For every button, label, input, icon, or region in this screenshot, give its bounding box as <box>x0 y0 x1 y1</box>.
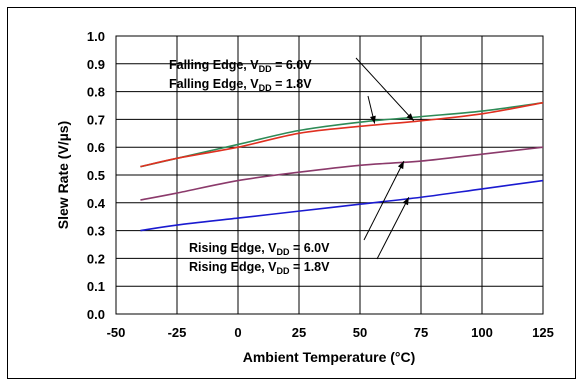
y-tick-label: 0.4 <box>87 196 106 211</box>
x-tick-label: 25 <box>292 325 306 340</box>
annotation-falling-6v: Falling Edge, VDD = 6.0V <box>169 58 312 74</box>
y-tick-labels: 0.0 0.1 0.2 0.3 0.4 0.5 0.6 0.7 0.8 0.9 1.0 <box>87 29 106 322</box>
x-tick-label: 125 <box>532 325 554 340</box>
chart-frame <box>7 7 576 379</box>
annotation-rising-1.8v: Rising Edge, VDD = 1.8V <box>189 260 330 276</box>
x-tick-label: 100 <box>471 325 493 340</box>
y-axis-label: Slew Rate (V/µs) <box>55 121 71 229</box>
annotation-arrow-line <box>363 160 405 241</box>
series-layer <box>140 101 544 232</box>
annotation-arrow-head <box>406 113 414 121</box>
annotation-rising-6v: Rising Edge, VDD = 6.0V <box>189 241 330 257</box>
series-line-2 <box>140 146 544 201</box>
series-line-1 <box>140 101 544 168</box>
x-tick-labels: -50 -25 0 25 50 75 100 125 <box>107 325 554 340</box>
y-tick-label: 0.7 <box>87 112 105 127</box>
x-tick-label: -50 <box>107 325 126 340</box>
annotation-arrow-head <box>370 115 376 124</box>
y-tick-label: 0.0 <box>87 307 105 322</box>
x-tick-label: 75 <box>414 325 428 340</box>
grid <box>116 36 543 314</box>
x-tick-label: 50 <box>353 325 367 340</box>
y-tick-label: 0.1 <box>87 279 105 294</box>
series-line-3 <box>140 179 544 232</box>
y-tick-label: 0.9 <box>87 57 105 72</box>
annotation-arrow-head <box>402 197 409 206</box>
annotation-arrow-line <box>355 57 415 122</box>
y-tick-label: 0.6 <box>87 140 105 155</box>
y-tick-label: 0.3 <box>87 224 105 239</box>
x-axis-label: Ambient Temperature (°C) <box>243 349 416 365</box>
y-tick-label: 0.8 <box>87 85 105 100</box>
y-tick-label: 0.5 <box>87 168 105 183</box>
y-tick-label: 0.2 <box>87 251 105 266</box>
x-tick-label: -25 <box>168 325 187 340</box>
y-tick-label: 1.0 <box>87 29 105 44</box>
annotation-arrow-head <box>397 161 404 170</box>
annotation-arrows <box>355 57 415 260</box>
annotation-arrow-line <box>376 197 410 260</box>
x-tick-label: 0 <box>234 325 241 340</box>
annotation-falling-1.8v: Falling Edge, VDD = 1.8V <box>169 77 312 93</box>
